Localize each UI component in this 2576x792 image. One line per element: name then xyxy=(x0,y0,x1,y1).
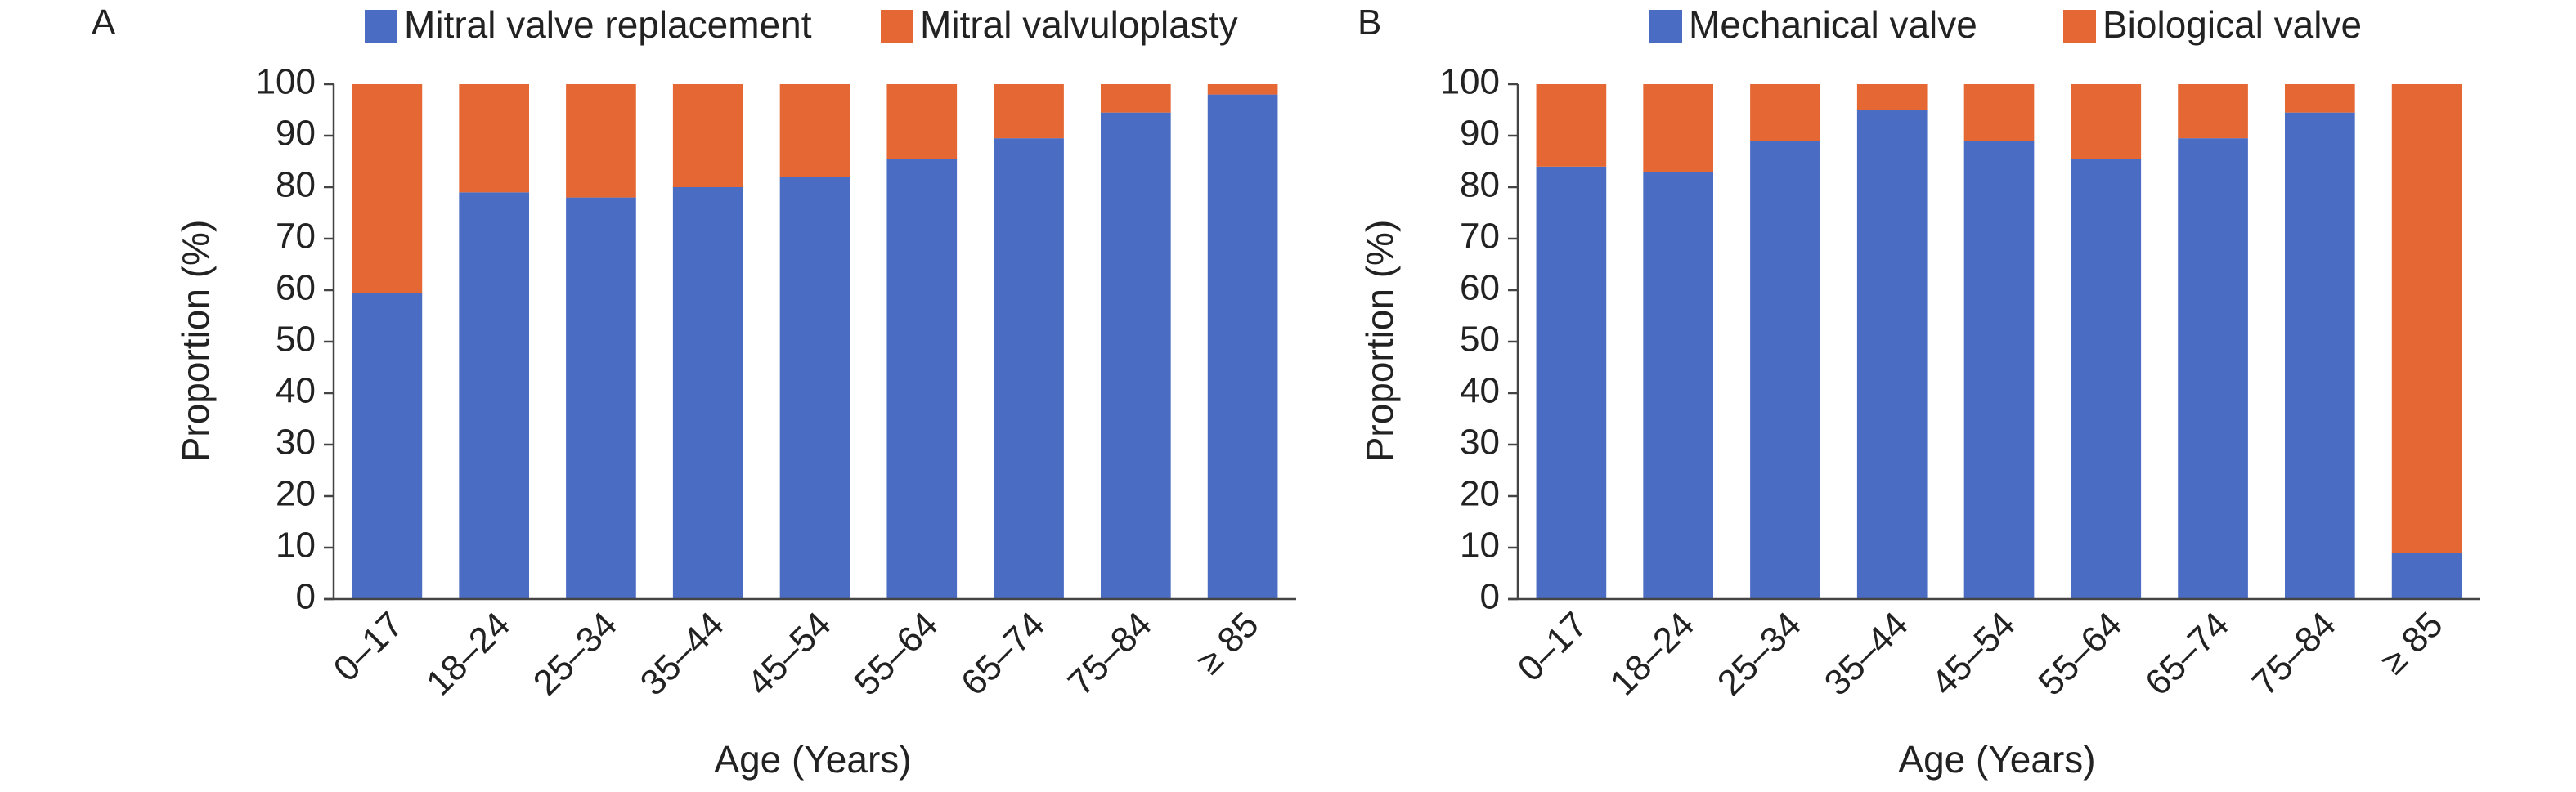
bar-segment xyxy=(886,84,958,159)
bar-segment xyxy=(2391,553,2462,599)
x-tick-label: 0–17 xyxy=(1510,604,1595,689)
legend-swatch-1 xyxy=(881,10,913,43)
legend-label-0: Mechanical valve xyxy=(1689,3,1977,46)
y-axis-title-a: Proportion (%) xyxy=(174,220,217,463)
y-axis-title-b: Proportion (%) xyxy=(1358,220,1401,463)
bar-segment xyxy=(352,293,423,599)
x-tick-label: 18–24 xyxy=(1603,604,1702,703)
x-axis-title-b: Age (Years) xyxy=(1898,738,2095,781)
y-tick-label: 30 xyxy=(1460,423,1500,463)
panel-letter-b: B xyxy=(1358,2,1381,43)
bar-segment xyxy=(994,84,1064,139)
bar-segment xyxy=(1856,110,1928,599)
bar-segment xyxy=(1750,84,1820,141)
x-tick-label: 55–64 xyxy=(846,604,945,703)
y-tick-label: 90 xyxy=(276,114,316,154)
bar-segment xyxy=(779,84,850,177)
y-tick-label: 0 xyxy=(296,577,316,617)
y-tick-label: 70 xyxy=(1460,217,1500,257)
bar-segment xyxy=(2071,159,2142,600)
y-tick-label: 60 xyxy=(1460,268,1500,308)
legend-swatch-0 xyxy=(1649,10,1682,43)
legend-label-0: Mitral valve replacement xyxy=(404,3,812,46)
y-tick-label: 10 xyxy=(276,526,316,566)
y-tick-label: 100 xyxy=(256,62,316,102)
x-tick-label: 75–84 xyxy=(1061,604,1160,703)
x-tick-label: 75–84 xyxy=(2245,604,2344,703)
bar-segment xyxy=(2178,84,2248,139)
bar-segment xyxy=(566,84,636,198)
y-tick-label: 80 xyxy=(1460,165,1500,205)
bar-segment xyxy=(1207,84,1278,95)
bar-segment xyxy=(1643,172,1713,600)
y-tick-label: 40 xyxy=(276,371,316,411)
x-tick-label: 45–54 xyxy=(739,604,838,703)
bar-segment xyxy=(672,84,743,187)
y-tick-label: 20 xyxy=(276,474,316,514)
bar-segment xyxy=(1101,84,1171,113)
bar-segment xyxy=(352,84,423,293)
x-tick-label: 25–34 xyxy=(1710,604,1809,703)
x-tick-label: 0–17 xyxy=(326,604,411,689)
x-axis-title-a: Age (Years) xyxy=(714,738,911,781)
x-tick-label: 65–74 xyxy=(954,604,1052,703)
x-tick-label: 45–54 xyxy=(1923,604,2022,703)
y-tick-label: 40 xyxy=(1460,371,1500,411)
legend-swatch-0 xyxy=(365,10,397,43)
legend-label-1: Biological valve xyxy=(2103,3,2362,46)
bar-segment xyxy=(1207,94,1278,600)
x-tick-label: 55–64 xyxy=(2031,604,2129,703)
bar-segment xyxy=(1963,141,2035,600)
bar-segment xyxy=(2285,84,2355,113)
bar-segment xyxy=(2178,138,2248,599)
bar-segment xyxy=(1856,84,1928,110)
y-tick-label: 60 xyxy=(276,268,316,308)
panel-letter-a: A xyxy=(92,2,116,43)
x-tick-label: 35–44 xyxy=(1817,604,1916,703)
bar-segment xyxy=(2391,84,2462,553)
bar-segment xyxy=(886,159,958,600)
bar-segment xyxy=(1963,84,2035,141)
bar-segment xyxy=(2285,112,2355,599)
bar-segment xyxy=(1643,84,1713,172)
bar-segment xyxy=(459,84,529,193)
y-tick-label: 90 xyxy=(1460,114,1500,154)
x-tick-label: 18–24 xyxy=(419,604,518,703)
y-tick-label: 20 xyxy=(1460,474,1500,514)
bar-segment xyxy=(1536,84,1607,167)
panel-b: B Proportion (%) Age (Years) Mechanical … xyxy=(1358,2,2480,781)
legend-label-1: Mitral valvuloplasty xyxy=(920,3,1238,46)
y-tick-label: 80 xyxy=(276,165,316,205)
legend-swatch-1 xyxy=(2063,10,2096,43)
x-tick-label: 65–74 xyxy=(2138,604,2237,703)
x-tick-label: 35–44 xyxy=(633,604,732,703)
bar-segment xyxy=(672,187,743,599)
panel-a: A Proportion (%) Age (Years) Mitral valv… xyxy=(92,2,1296,781)
y-tick-label: 30 xyxy=(276,423,316,463)
y-tick-label: 70 xyxy=(276,217,316,257)
bar-segment xyxy=(1101,112,1171,599)
x-tick-label: 25–34 xyxy=(526,604,625,703)
bar-segment xyxy=(566,197,636,599)
bar-segment xyxy=(994,138,1064,599)
bar-segment xyxy=(1536,166,1607,600)
y-tick-label: 0 xyxy=(1480,577,1500,617)
y-tick-label: 50 xyxy=(1460,320,1500,360)
y-tick-label: 100 xyxy=(1440,62,1500,102)
bar-segment xyxy=(779,177,850,599)
bar-segment xyxy=(459,192,529,600)
x-tick-label: ≥ 85 xyxy=(2373,604,2451,682)
bar-segment xyxy=(2071,84,2142,159)
bar-segment xyxy=(1750,141,1820,600)
y-tick-label: 50 xyxy=(276,320,316,360)
x-tick-label: ≥ 85 xyxy=(1189,604,1267,682)
y-tick-label: 10 xyxy=(1460,526,1500,566)
